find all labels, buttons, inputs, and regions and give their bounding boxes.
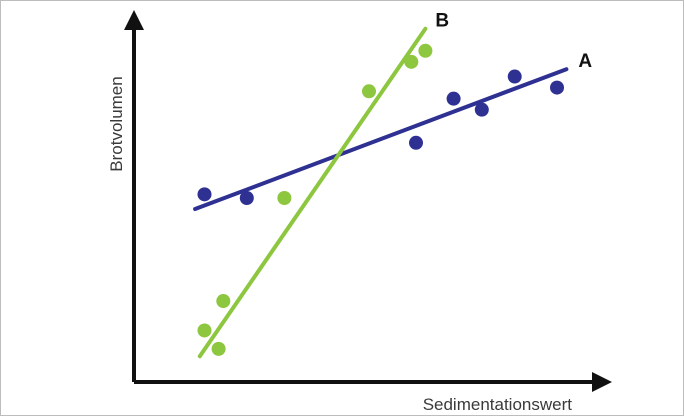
data-point-b-2 [211, 341, 226, 356]
data-point-b-6 [404, 54, 419, 69]
data-point-a-6 [507, 69, 522, 84]
series-label-a: A [578, 51, 592, 72]
fit-line-a [193, 67, 569, 212]
data-point-b-1 [197, 323, 212, 338]
series-label-b: B [435, 11, 449, 32]
y-axis-title: Brotvolumen [107, 76, 126, 171]
data-point-b-3 [216, 294, 231, 309]
fit-line-b [197, 26, 428, 359]
data-points [197, 43, 564, 356]
data-point-a-5 [474, 102, 489, 117]
data-point-b-5 [362, 84, 376, 99]
fit-lines [193, 26, 569, 359]
data-point-a-7 [550, 80, 564, 95]
x-axis-title: Sedimentationswert [423, 395, 573, 414]
data-point-a-2 [239, 191, 254, 205]
data-point-a-1 [197, 187, 212, 202]
data-point-a-3 [409, 135, 423, 150]
data-point-b-4 [277, 191, 292, 205]
data-point-a-4 [446, 91, 461, 106]
data-point-b-7 [418, 43, 433, 58]
